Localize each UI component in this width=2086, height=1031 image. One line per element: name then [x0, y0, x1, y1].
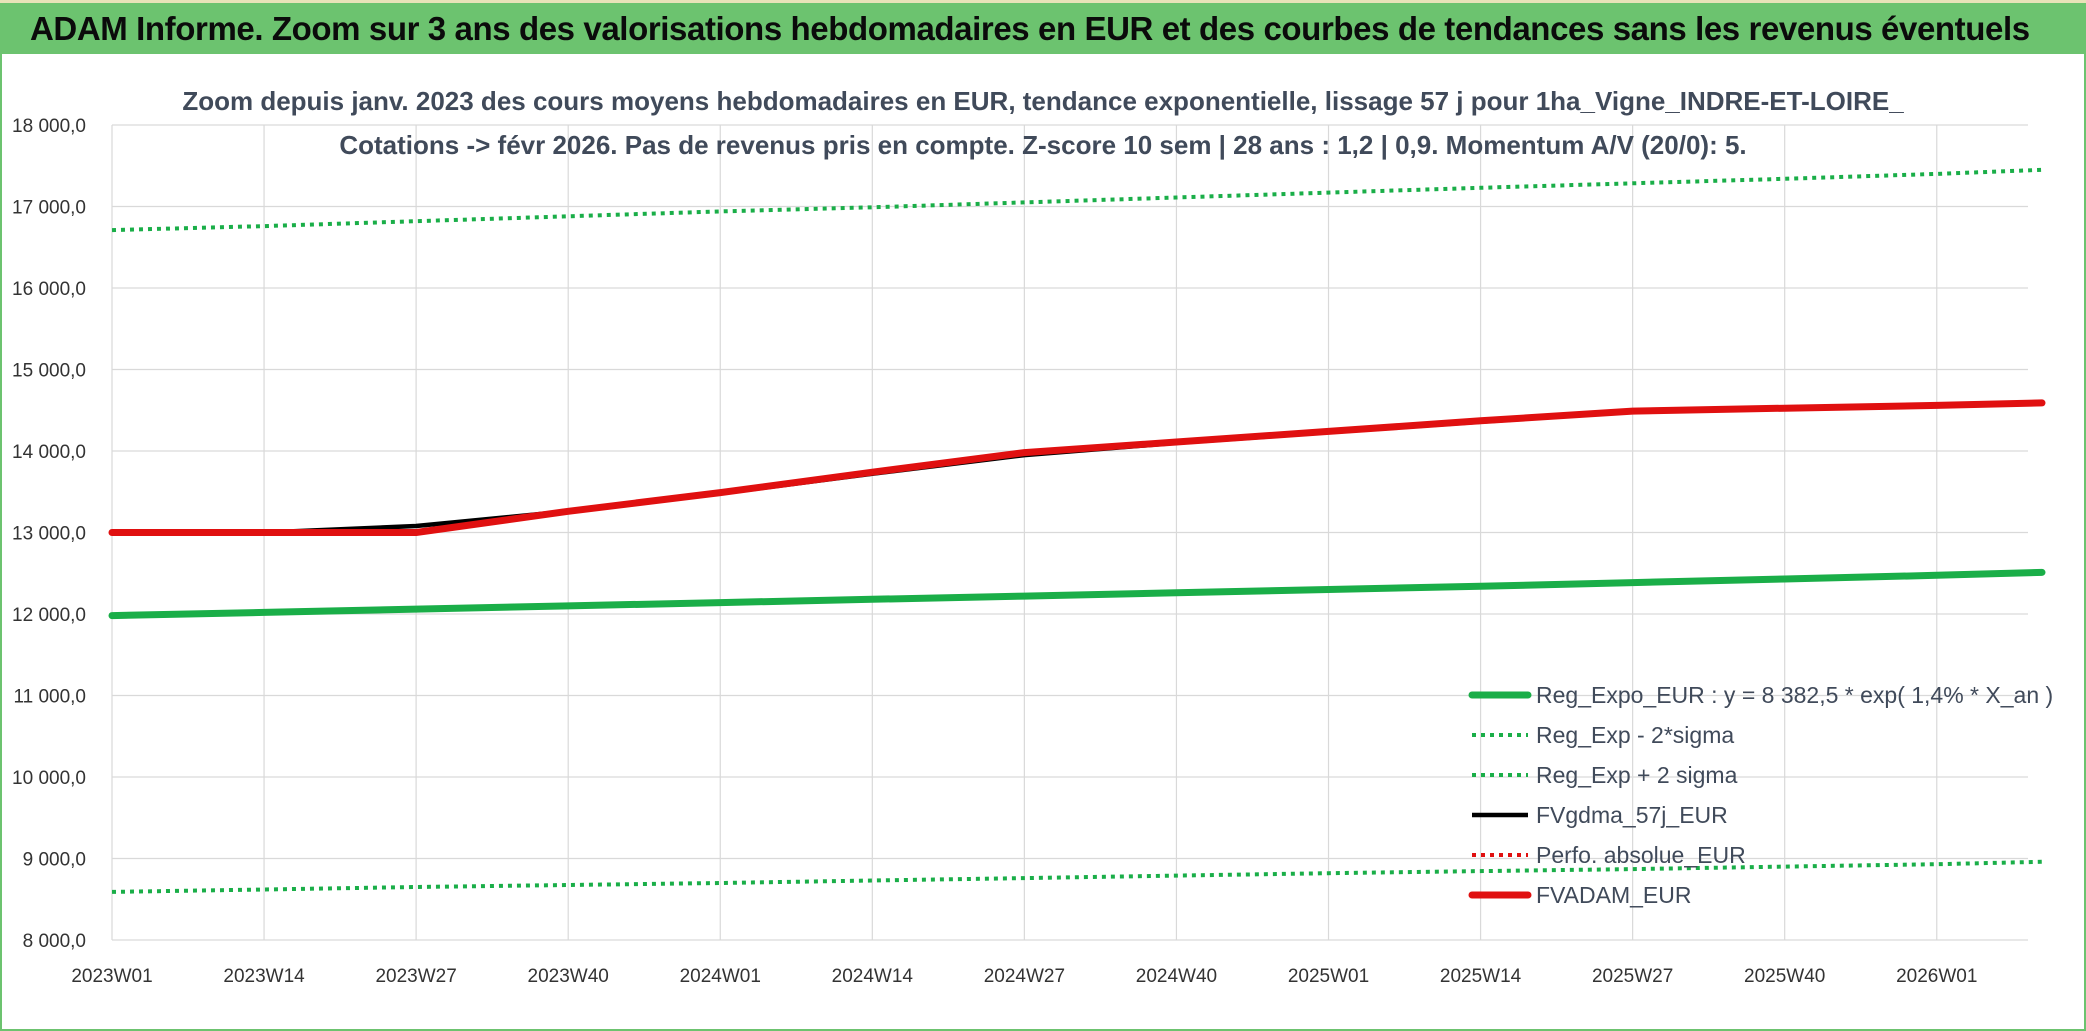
chart-title-line1: Zoom depuis janv. 2023 des cours moyens … — [182, 86, 1904, 116]
y-tick-label: 9 000,0 — [23, 850, 86, 871]
y-tick-label: 17 000,0 — [12, 198, 86, 219]
y-axis-ticks: 18 000,0 17 000,0 16 000,0 15 000,0 14 000,0… — [12, 116, 86, 952]
legend-fvadam-label: FVADAM_EUR — [1536, 882, 1692, 908]
legend-reg-plus-2sigma-label: Reg_Exp + 2 sigma — [1536, 762, 1738, 788]
y-tick-label: 11 000,0 — [13, 687, 86, 708]
y-tick-label: 15 000,0 — [12, 361, 86, 382]
x-tick-label: 2025W40 — [1744, 966, 1825, 987]
x-tick-label: 2024W01 — [680, 966, 761, 987]
legend-reg-minus-2sigma-label: Reg_Exp - 2*sigma — [1536, 722, 1734, 748]
x-tick-label: 2024W27 — [984, 966, 1065, 987]
x-tick-label: 2023W40 — [528, 966, 609, 987]
x-tick-label: 2025W14 — [1440, 966, 1522, 987]
reg-minus-2sigma-line — [111, 859, 2043, 894]
report-title: ADAM Informe. Zoom sur 3 ans des valoris… — [30, 10, 2030, 47]
legend-fvgdma-label: FVgdma_57j_EUR — [1536, 802, 1728, 828]
y-tick-label: 16 000,0 — [12, 279, 86, 300]
y-tick-label: 12 000,0 — [12, 605, 86, 626]
chart-title-line2: Cotations -> févr 2026. Pas de revenus p… — [339, 130, 1746, 160]
x-tick-label: 2025W01 — [1288, 966, 1369, 987]
x-tick-label: 2026W01 — [1896, 966, 1977, 987]
y-tick-label: 10 000,0 — [12, 768, 86, 789]
y-tick-label: 14 000,0 — [12, 442, 86, 463]
reg-plus-2sigma-line — [111, 167, 2043, 233]
series-lines — [108, 167, 2046, 894]
x-tick-label: 2024W40 — [1136, 966, 1217, 987]
chart-frame — [0, 54, 2086, 1031]
y-tick-label: 13 000,0 — [12, 524, 86, 545]
y-tick-label: 18 000,0 — [12, 116, 86, 137]
x-tick-label: 2024W14 — [832, 966, 914, 987]
x-tick-label: 2023W27 — [375, 966, 456, 987]
legend-perfo-absolue-label: Perfo. absolue_EUR — [1536, 842, 1746, 868]
legend: Reg_Expo_EUR : y = 8 382,5 * exp( 1,4% *… — [1468, 682, 2053, 908]
report-banner: ADAM Informe. Zoom sur 3 ans des valoris… — [0, 0, 2086, 54]
fvadam-line — [108, 399, 2046, 536]
reg-expo-line — [108, 568, 2046, 620]
fvgdma-line — [112, 401, 2043, 535]
y-tick-label: 8 000,0 — [23, 931, 86, 952]
legend-reg-expo-label: Reg_Expo_EUR : y = 8 382,5 * exp( 1,4% *… — [1536, 682, 2053, 708]
x-tick-label: 2023W01 — [71, 966, 152, 987]
x-tick-label: 2023W14 — [223, 966, 305, 987]
x-tick-label: 2025W27 — [1592, 966, 1673, 987]
x-axis-ticks: 2023W01 2023W14 2023W27 2023W40 2024W01 2024W… — [71, 966, 1977, 987]
